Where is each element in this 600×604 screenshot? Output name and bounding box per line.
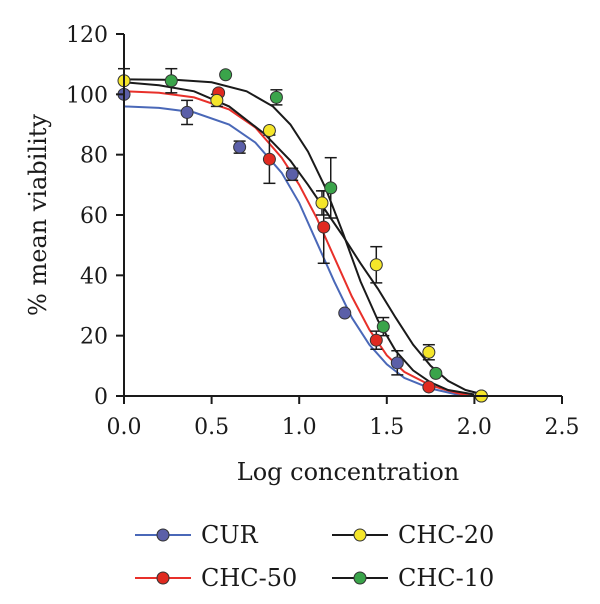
legend-label: CHC-10 (398, 564, 494, 592)
data-point (338, 306, 352, 320)
legend-marker (156, 571, 170, 585)
data-point (210, 93, 224, 107)
ticks: 0.0 0.5 1.0 1.5 2.0 2.5 0 20 40 60 80 100 120 (66, 23, 580, 440)
data-point (422, 345, 436, 359)
y-axis-title: % mean viability (24, 114, 52, 316)
data-point (317, 220, 331, 234)
data-point (233, 140, 247, 154)
x-tick-label: 1.5 (369, 415, 404, 440)
legend: CUR CHC-20 CHC-50 CHC-10 (135, 521, 494, 592)
x-tick-label: 2.5 (545, 415, 580, 440)
data-point (262, 124, 276, 138)
data-point (315, 196, 329, 210)
x-tick-label: 0.0 (107, 415, 142, 440)
plot-area (117, 67, 488, 403)
data-point (285, 167, 299, 181)
x-tick-label: 1.0 (282, 415, 317, 440)
data-point (262, 152, 276, 166)
data-point (324, 181, 338, 195)
legend-label: CHC-20 (398, 521, 494, 549)
fit-curve (123, 105, 475, 397)
y-tick-label: 120 (66, 23, 108, 48)
legend-label: CUR (201, 521, 259, 549)
legend-marker (353, 528, 367, 542)
y-tick-label: 20 (80, 325, 108, 350)
y-tick-label: 100 (66, 83, 108, 108)
data-point (376, 320, 390, 334)
data-point (429, 366, 443, 380)
y-tick-label: 40 (80, 264, 108, 289)
data-point (369, 333, 383, 347)
data-point (180, 105, 194, 119)
x-tick-label: 0.5 (194, 415, 229, 440)
legend-marker (353, 571, 367, 585)
legend-marker (156, 528, 170, 542)
data-point (369, 258, 383, 272)
y-tick-label: 80 (80, 144, 108, 169)
data-point (164, 74, 178, 88)
x-tick-label: 2.0 (457, 415, 492, 440)
data-point (422, 380, 436, 394)
y-tick-label: 60 (80, 204, 108, 229)
axes (123, 34, 562, 397)
y-tick-label: 0 (94, 385, 108, 410)
data-point (390, 356, 404, 370)
fit-curve (123, 78, 475, 396)
x-axis-title: Log concentration (237, 458, 459, 486)
data-point (269, 90, 283, 104)
data-point (219, 68, 233, 82)
legend-label: CHC-50 (201, 564, 297, 592)
